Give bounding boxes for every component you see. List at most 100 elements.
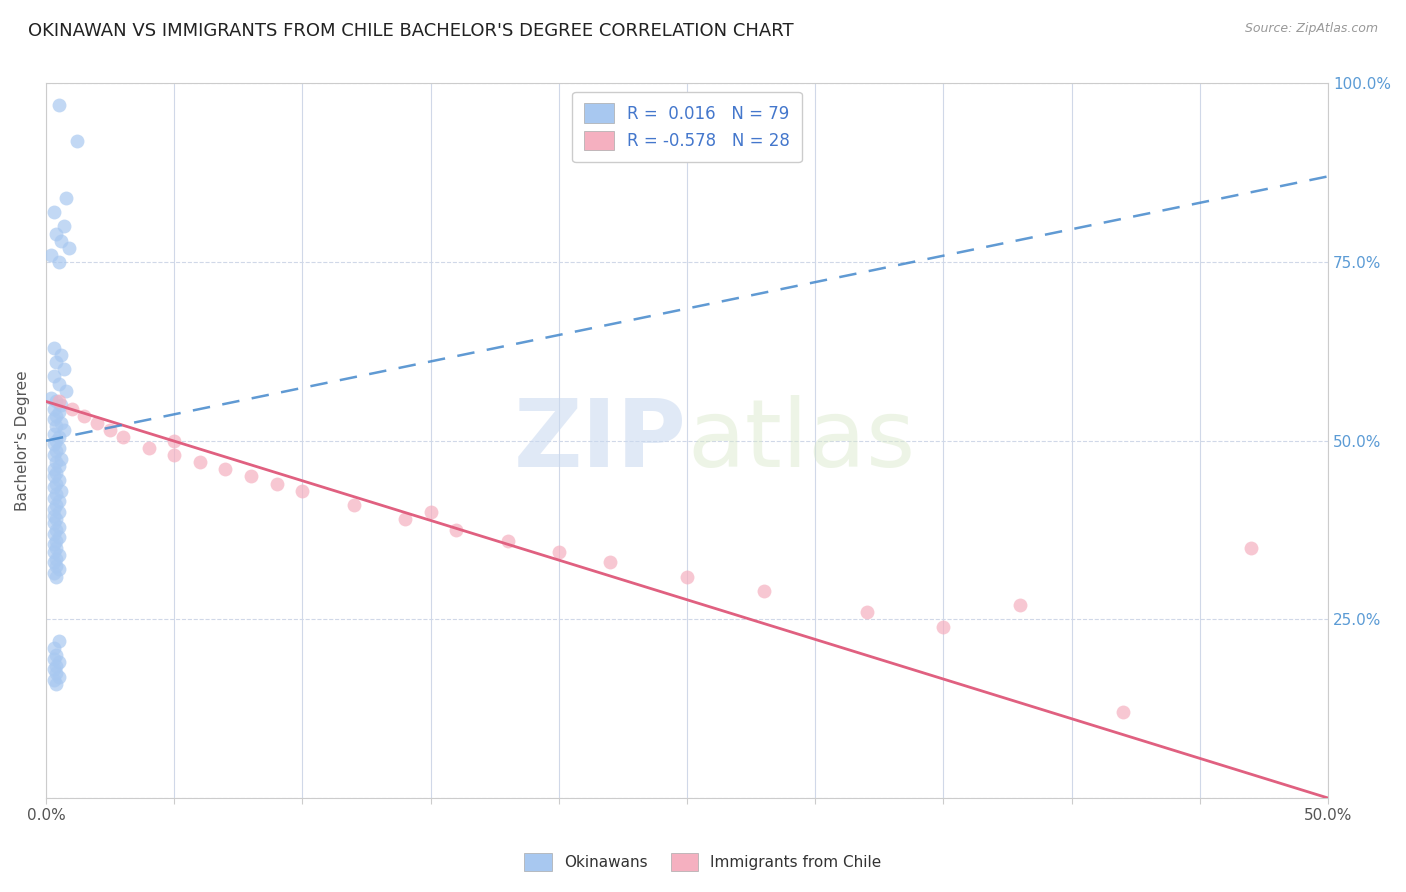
Point	[48, 255, 70, 269]
Point	[42, 544, 65, 558]
Point	[291, 483, 314, 498]
Point	[45, 677, 67, 691]
Point	[45, 512, 67, 526]
Point	[45, 541, 67, 555]
Point	[48, 633, 70, 648]
Point	[496, 533, 519, 548]
Point	[51, 416, 73, 430]
Point	[42, 508, 65, 523]
Point	[45, 487, 67, 501]
Point	[55, 384, 77, 398]
Point	[42, 651, 65, 665]
Point	[45, 434, 67, 448]
Point	[51, 234, 73, 248]
Point	[42, 526, 65, 541]
Point	[932, 619, 955, 633]
Point	[51, 483, 73, 498]
Point	[48, 441, 70, 455]
Point	[163, 434, 186, 448]
Text: ZIP: ZIP	[515, 395, 688, 487]
Point	[39, 391, 62, 405]
Point	[45, 355, 67, 369]
Legend: R =  0.016   N = 79, R = -0.578   N = 28: R = 0.016 N = 79, R = -0.578 N = 28	[572, 92, 801, 162]
Point	[42, 341, 65, 355]
Point	[45, 466, 67, 480]
Point	[52, 219, 75, 234]
Point	[138, 441, 160, 455]
Point	[42, 673, 65, 688]
Point	[42, 662, 65, 676]
Point	[1112, 706, 1135, 720]
Point	[42, 369, 65, 384]
Point	[42, 205, 65, 219]
Point	[48, 505, 70, 519]
Point	[55, 191, 77, 205]
Point	[48, 548, 70, 562]
Point	[188, 455, 211, 469]
Point	[394, 512, 416, 526]
Point	[45, 533, 67, 548]
Point	[1010, 598, 1032, 612]
Point	[240, 469, 263, 483]
Point	[111, 430, 134, 444]
Text: atlas: atlas	[688, 395, 915, 487]
Point	[48, 405, 70, 419]
Point	[98, 423, 121, 437]
Point	[58, 241, 80, 255]
Point	[48, 473, 70, 487]
Point	[39, 248, 62, 262]
Point	[42, 469, 65, 483]
Point	[45, 455, 67, 469]
Point	[48, 494, 70, 508]
Point	[45, 558, 67, 573]
Point	[42, 426, 65, 441]
Point	[42, 555, 65, 569]
Point	[45, 665, 67, 680]
Point	[51, 451, 73, 466]
Point	[73, 409, 96, 423]
Point	[45, 569, 67, 583]
Point	[60, 401, 83, 416]
Point	[48, 530, 70, 544]
Text: Source: ZipAtlas.com: Source: ZipAtlas.com	[1244, 22, 1378, 36]
Point	[42, 412, 65, 426]
Point	[45, 476, 67, 491]
Point	[42, 480, 65, 494]
Point	[86, 416, 108, 430]
Point	[48, 376, 70, 391]
Point	[42, 401, 65, 416]
Legend: Okinawans, Immigrants from Chile: Okinawans, Immigrants from Chile	[515, 844, 891, 880]
Point	[599, 555, 621, 569]
Point	[48, 562, 70, 576]
Point	[266, 476, 288, 491]
Point	[42, 640, 65, 655]
Point	[676, 569, 699, 583]
Point	[42, 437, 65, 451]
Point	[446, 523, 468, 537]
Point	[45, 409, 67, 423]
Point	[45, 648, 67, 662]
Point	[45, 523, 67, 537]
Point	[48, 519, 70, 533]
Point	[752, 583, 775, 598]
Point	[163, 448, 186, 462]
Point	[45, 227, 67, 241]
Point	[45, 658, 67, 673]
Point	[42, 516, 65, 530]
Point	[51, 398, 73, 412]
Point	[45, 419, 67, 434]
Point	[52, 362, 75, 376]
Point	[45, 498, 67, 512]
Point	[42, 491, 65, 505]
Point	[45, 394, 67, 409]
Point	[42, 462, 65, 476]
Point	[45, 444, 67, 458]
Point	[42, 566, 65, 580]
Point	[66, 134, 89, 148]
Point	[45, 551, 67, 566]
Y-axis label: Bachelor's Degree: Bachelor's Degree	[15, 370, 30, 511]
Point	[42, 448, 65, 462]
Point	[419, 505, 441, 519]
Point	[48, 394, 70, 409]
Point	[42, 501, 65, 516]
